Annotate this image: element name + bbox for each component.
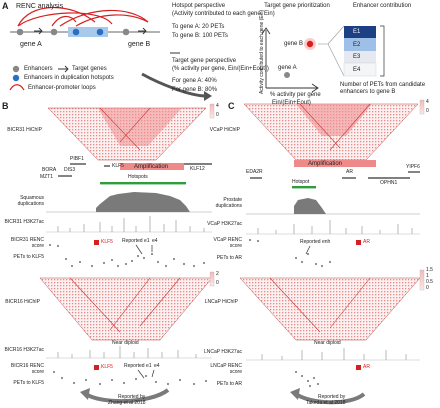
c-hichip-bottom-label: LNCaP HiChIP — [204, 299, 238, 305]
enhancer-contribution-bar — [343, 25, 385, 77]
b-scale-bottom-max: 2 — [216, 271, 219, 277]
c-renc-bottom: LNCaP RENC score — [210, 363, 242, 375]
legend-graphics — [9, 65, 69, 91]
legend-target-genes: Target genes — [72, 66, 107, 72]
c-hotspot: Hotspot — [292, 179, 310, 185]
c-scale-top-min: 0 — [426, 108, 429, 114]
b-h3k27ac-top: BICR31 H3K27ac — [4, 219, 44, 225]
target-gene-a: For gene A: 40% — [172, 78, 217, 84]
hotspot-perspective-title: Hotspot perspective — [172, 3, 226, 9]
target-perspective-title: Target gene perspective — [172, 58, 237, 64]
b-h3k27ac-bottom: BICR16 H3K27ac — [4, 347, 44, 353]
gene-dis3: DIS3 — [64, 167, 76, 173]
c-amplification: Amplification — [308, 161, 343, 167]
b-amplification: Amplification — [134, 164, 169, 170]
plot-gene-b: gene B — [284, 41, 304, 47]
b-renc-top: BICR31 RENC score — [10, 237, 44, 249]
c-h3k27ac-top: VCaP H3K27ac — [207, 221, 242, 227]
b-klf5-marker-bottom: KLF5 — [101, 364, 113, 370]
b-squamous-duplications: Squamous duplications — [17, 195, 44, 207]
b-hichip-bottom-label: BICR16 HiChIP — [5, 299, 40, 305]
gene-ar: AR — [346, 169, 353, 175]
b-hotspots: Hotspots — [128, 174, 148, 180]
prioritization-plot — [261, 25, 345, 93]
gene-klf12: KLF12 — [190, 166, 205, 172]
panel-a-letter: A — [2, 1, 9, 11]
enhancer-contribution-title: Enhancer contribution — [352, 3, 412, 9]
enhancer-e4: E4 — [353, 67, 361, 73]
legend-loops: Enhancer-promoter loops — [28, 85, 96, 91]
b-scale-bottom-min: 0 — [216, 280, 219, 286]
prioritization-title: Target gene prioritization — [264, 3, 330, 9]
c-near-diploid: Near diploid — [314, 340, 341, 346]
c-scale-bottom-2: 1 — [426, 273, 429, 279]
enhancer-e2: E2 — [353, 42, 361, 48]
gene-ophn1: OPHN1 — [380, 180, 398, 186]
gene-mzt1: MZT1 — [40, 174, 54, 180]
b-e4-top: e4 — [152, 238, 158, 244]
panel-c-letter: C — [228, 101, 235, 111]
c-scale-bottom-4: 0 — [426, 285, 429, 291]
gene-klf5: KLF5 — [112, 163, 124, 169]
b-klf5-marker-top: KLF5 — [101, 239, 113, 245]
c-h3k27ac-bottom: LNCaP H3K27ac — [204, 349, 242, 355]
c-citation-prefix: Reported by — [318, 394, 346, 400]
c-prostate-duplications: Prostate duplications — [215, 197, 242, 209]
enhancer-e3: E3 — [353, 54, 361, 60]
c-scale-bottom-3: 0.5 — [426, 279, 433, 285]
renc-analysis-title: RENC analysis — [16, 3, 64, 10]
legend-enhancers: Enhancers — [24, 66, 53, 72]
b-scale-top-min: 0 — [216, 112, 219, 118]
b-renc-bottom: BICR16 RENC score — [10, 363, 44, 375]
b-reported-e1-top: Reported e1 — [122, 238, 150, 244]
b-scale-top-max: 4 — [216, 103, 219, 109]
b-hichip-top-label: BICR31 HiChIP — [7, 127, 42, 133]
hotspot-gene-a: To gene A: 20 PETs — [172, 24, 225, 30]
b-reported-e1-bottom: Reported e1 — [124, 363, 152, 369]
gene-a-label: gene A — [20, 41, 42, 48]
legend-duplication-hotspots: Enhancers in duplication hotspots — [24, 75, 114, 81]
gene-yipf6: YIPF6 — [406, 164, 420, 170]
c-pets-bottom: PETs to AR — [216, 381, 242, 387]
enhancer-contribution-note: Number of PETs from candidate enhancers … — [340, 82, 426, 95]
c-scale-bottom-1: 1.5 — [426, 267, 433, 273]
b-pets-bottom: PETs to KLF5 — [13, 380, 44, 386]
gene-eda2r: EDA2R — [246, 169, 263, 175]
gene-b-label: gene B — [128, 41, 151, 48]
target-gene-b: For gene B: 80% — [172, 87, 218, 93]
b-pets-top: PETs to KLF5 — [13, 254, 44, 260]
enhancer-e1: E1 — [353, 29, 361, 35]
c-hichip-top-label: VCaP HiChIP — [209, 127, 240, 133]
prioritization-x-axis: % activity per gene — [270, 92, 321, 98]
c-pets-top: PETs to AR — [216, 255, 242, 261]
gene-pibf1: PIBF1 — [70, 156, 84, 162]
c-ar-marker-bottom: AR — [363, 364, 370, 370]
c-scale-top-max: 4 — [426, 99, 429, 105]
b-e4-bottom: e4 — [154, 363, 160, 369]
gene-bora: BORA — [42, 167, 57, 173]
b-near-diploid: Near diploid — [112, 340, 139, 346]
panel-c-graphics — [239, 99, 425, 405]
renc-schematic — [10, 6, 160, 37]
panel-b-letter: B — [2, 101, 9, 111]
hotspot-gene-b: To gene B: 100 PETs — [172, 33, 229, 39]
plot-gene-a: gene A — [278, 65, 297, 71]
panel-b-graphics — [39, 103, 215, 403]
c-citation: Takeda et al 2018 — [306, 400, 346, 406]
b-citation-prefix: Reported by — [118, 394, 146, 400]
prioritization-y-axis: Activity contributed to each gene (Ein) — [259, 9, 265, 94]
prioritization-x-axis-formula: Ein/(Ein+Eout) — [272, 100, 311, 106]
hotspot-perspective-sub: (Activity contributed to each gene, Ein) — [172, 11, 275, 17]
c-reported-enh: Reported enh — [300, 239, 331, 245]
b-citation: Zhang et al 2018 — [108, 400, 146, 406]
c-renc-top: VCaP RENC score — [213, 237, 242, 249]
c-ar-marker-top: AR — [363, 239, 370, 245]
target-perspective-sub: (% activity per gene, Ein/(Ein+Eout)) — [172, 66, 269, 72]
